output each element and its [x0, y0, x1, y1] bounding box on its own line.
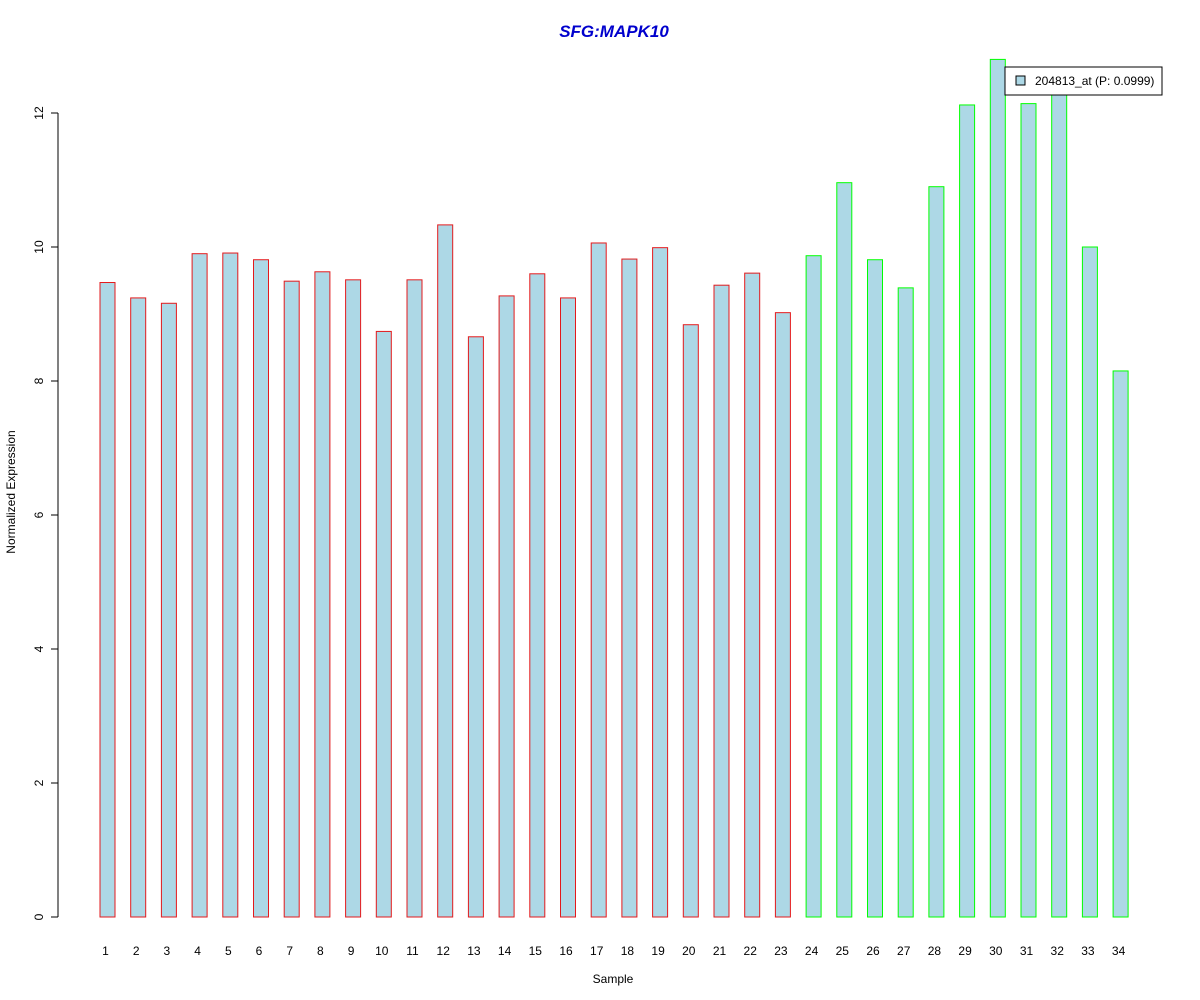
bar-sample-18 — [621, 258, 638, 918]
x-tick-label: 28 — [928, 944, 942, 958]
bar-sample-25 — [836, 182, 853, 918]
bars — [99, 58, 1129, 918]
bar-sample-19 — [652, 247, 669, 918]
chart-title: SFG:MAPK10 — [559, 22, 669, 41]
x-tick-label: 26 — [866, 944, 880, 958]
x-tick-label: 18 — [621, 944, 635, 958]
x-tick-label: 6 — [256, 944, 263, 958]
bar-sample-1 — [99, 282, 116, 918]
y-tick-label: 4 — [32, 645, 46, 652]
x-tick-label: 31 — [1020, 944, 1034, 958]
bar-sample-16 — [560, 297, 576, 918]
bar-sample-2 — [130, 297, 147, 918]
bar-sample-15 — [529, 273, 546, 918]
bar-sample-13 — [467, 336, 484, 918]
y-axis: 0 2 4 6 8 10 12 — [32, 106, 59, 920]
bar-sample-32 — [1051, 85, 1068, 918]
x-tick-label: 4 — [194, 944, 201, 958]
x-tick-label: 15 — [529, 944, 543, 958]
bar-sample-30 — [989, 58, 1006, 918]
x-tick-label: 2 — [133, 944, 140, 958]
y-axis-label: Normalized Expression — [4, 430, 18, 553]
bar-sample-24 — [805, 255, 822, 918]
legend-swatch — [1015, 75, 1026, 86]
bar-sample-23 — [774, 312, 791, 918]
x-tick-label: 8 — [317, 944, 324, 958]
bar-sample-8 — [314, 271, 331, 918]
bar-sample-12 — [437, 224, 454, 918]
x-tick-label: 16 — [559, 944, 573, 958]
x-tick-label: 20 — [682, 944, 696, 958]
x-tick-label: 21 — [713, 944, 727, 958]
bar-sample-22 — [744, 272, 761, 918]
bar-sample-3 — [160, 302, 177, 918]
legend-box — [1004, 66, 1163, 96]
x-tick-label: 14 — [498, 944, 512, 958]
x-tick-label: 9 — [348, 944, 355, 958]
bar-sample-6 — [253, 259, 269, 918]
x-tick-label: 34 — [1112, 944, 1126, 958]
x-tick-label: 19 — [651, 944, 665, 958]
x-tick-label: 25 — [836, 944, 850, 958]
y-tick-label: 8 — [32, 377, 46, 384]
x-tick-label: 17 — [590, 944, 604, 958]
legend-label: 204813_at (P: 0.0999) — [1035, 74, 1154, 88]
bar-sample-11 — [406, 279, 423, 918]
legend: 204813_at (P: 0.0999) — [1004, 66, 1163, 96]
bar-sample-14 — [498, 295, 515, 918]
bar-sample-21 — [713, 284, 730, 918]
x-tick-label: 27 — [897, 944, 911, 958]
x-tick-label: 29 — [958, 944, 972, 958]
bar-sample-10 — [375, 330, 392, 918]
x-tick-label: 3 — [164, 944, 171, 958]
x-tick-label: 13 — [467, 944, 481, 958]
bar-sample-17 — [590, 242, 607, 918]
bar-sample-26 — [867, 259, 883, 918]
bar-sample-29 — [959, 104, 976, 918]
bar-sample-20 — [682, 324, 699, 918]
x-tick-label: 24 — [805, 944, 819, 958]
y-tick-label: 10 — [32, 240, 46, 254]
y-tick-label: 2 — [32, 779, 46, 786]
x-tick-labels: 1 2 3 4 5 6 7 8 9 10 11 12 13 14 15 16 17 18 19 20 21 22 23 24 2… — [102, 944, 1125, 958]
bar-sample-27 — [897, 287, 914, 918]
x-tick-label: 7 — [286, 944, 293, 958]
bar-sample-9 — [345, 279, 362, 918]
x-tick-label: 32 — [1051, 944, 1065, 958]
bar-sample-4 — [191, 253, 208, 918]
bar-sample-5 — [222, 252, 239, 918]
bar-sample-33 — [1081, 246, 1098, 918]
x-tick-label: 30 — [989, 944, 1003, 958]
bar-sample-28 — [928, 186, 945, 918]
x-tick-label: 22 — [744, 944, 758, 958]
y-tick-label: 12 — [32, 106, 46, 120]
x-tick-label: 1 — [102, 944, 109, 958]
x-tick-label: 10 — [375, 944, 389, 958]
x-tick-label: 33 — [1081, 944, 1095, 958]
bar-sample-7 — [283, 280, 300, 918]
y-tick-label: 6 — [32, 511, 46, 518]
bar-sample-31 — [1020, 103, 1037, 918]
x-tick-label: 5 — [225, 944, 232, 958]
bar-sample-34 — [1112, 370, 1129, 918]
y-tick-label: 0 — [32, 913, 46, 920]
x-tick-label: 11 — [406, 944, 419, 958]
x-tick-label: 23 — [774, 944, 788, 958]
x-axis-label: Sample — [593, 972, 634, 986]
x-tick-label: 12 — [437, 944, 451, 958]
